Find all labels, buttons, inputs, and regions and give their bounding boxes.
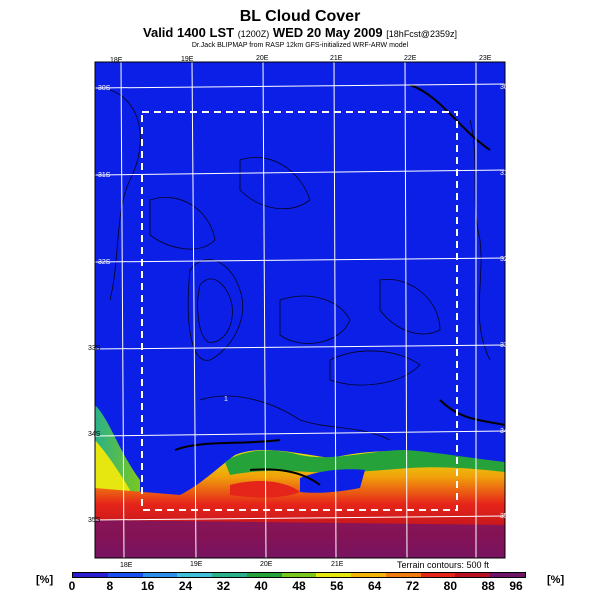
deep-cloud-core (95, 520, 505, 558)
left-lat-label: 33S (88, 345, 101, 352)
right-lat-label: 35S (500, 513, 513, 520)
bottom-lon-label: 21E (331, 561, 344, 568)
top-lon-label: 20E (256, 55, 269, 62)
right-lat-label: 32S (500, 256, 513, 263)
right-lat-label: 30S (500, 84, 513, 91)
colorbar-segment (281, 573, 317, 577)
left-lat-label: 30S (98, 85, 111, 92)
valid-z: (1200Z) (237, 29, 270, 39)
right-lat-label: 33S (500, 342, 513, 349)
left-lat-label: 32S (98, 259, 111, 266)
colorbar-tick-label: 40 (254, 579, 268, 593)
colorbar-tick-label: 0 (68, 579, 76, 593)
right-lat-label: 31S (500, 170, 513, 177)
colorbar-tick-label: 80 (443, 579, 458, 593)
left-lat-label: 35S (88, 517, 101, 524)
colorbar-segment (246, 573, 282, 577)
terrain-contours (109, 89, 491, 441)
left-lat-label: 31S (98, 172, 111, 179)
bottom-lon-label: 19E (190, 561, 203, 568)
map-note: 1 (224, 396, 228, 403)
red-core (230, 480, 300, 498)
top-lon-label: 19E (181, 56, 194, 63)
map-title: BL Cloud Cover (239, 8, 361, 25)
colorbar-tick-label: 24 (178, 579, 193, 593)
colorbar-tick-label: 64 (367, 579, 382, 593)
valid-date: WED 20 May 2009 (272, 25, 383, 40)
colorbar-segment (490, 573, 525, 577)
colorbar-segment (212, 573, 247, 577)
bottom-lon-label: 20E (260, 561, 273, 568)
unit-left: [%] (36, 574, 54, 586)
top-lon-label: 21E (330, 55, 343, 62)
top-lon-label: 23E (479, 55, 492, 62)
colorbar-segment (73, 573, 108, 577)
colorbar (72, 572, 526, 578)
left-lat-label: 34S (88, 431, 101, 438)
valid-time-line: Valid 1400 LST (1200Z) WED 20 May 2009 [… (0, 25, 600, 40)
colorbar-tick-label: 8 (106, 579, 114, 593)
colorbar-segment (385, 573, 421, 577)
colorbar-segment (107, 573, 143, 577)
bottom-lon-label: 18E (120, 562, 133, 569)
south-green-edge (225, 450, 505, 475)
colorbar-segment (142, 573, 178, 577)
colorbar-segment (420, 573, 456, 577)
colorbar-tick-label: 72 (405, 579, 420, 593)
colorbar-tick-label: 96 (509, 579, 523, 593)
thick-contours (174, 84, 506, 486)
colorbar-tick-label: 16 (140, 579, 155, 593)
terrain-note: Terrain contours: 500 ft (397, 560, 490, 570)
colorbar-tick-label: 56 (330, 579, 344, 593)
valid-fcst: [18hFcst@2359z] (386, 29, 457, 39)
colorbar-segment (316, 573, 352, 577)
colorbar-tick-label: 32 (216, 579, 231, 593)
colorbar-segment (455, 573, 491, 577)
colorbar-tick-label: 88 (481, 579, 495, 593)
inner-domain-box (141, 111, 458, 511)
valid-main: Valid 1400 LST (143, 25, 235, 40)
map-frame (94, 61, 506, 559)
top-lon-label: 22E (404, 55, 417, 62)
inland-clear-patch (300, 469, 365, 493)
colorbar-segment (351, 573, 386, 577)
map-subtitle: Dr.Jack BLIPMAP from RASP 12km GFS-initi… (191, 42, 409, 49)
right-lat-label: 34S (500, 428, 513, 435)
colorbar-tick-label: 48 (292, 579, 306, 593)
lat-lon-grid (94, 61, 506, 559)
top-lon-label: 18E (110, 57, 123, 64)
unit-right: [%] (547, 574, 565, 586)
colorbar-segment (177, 573, 213, 577)
